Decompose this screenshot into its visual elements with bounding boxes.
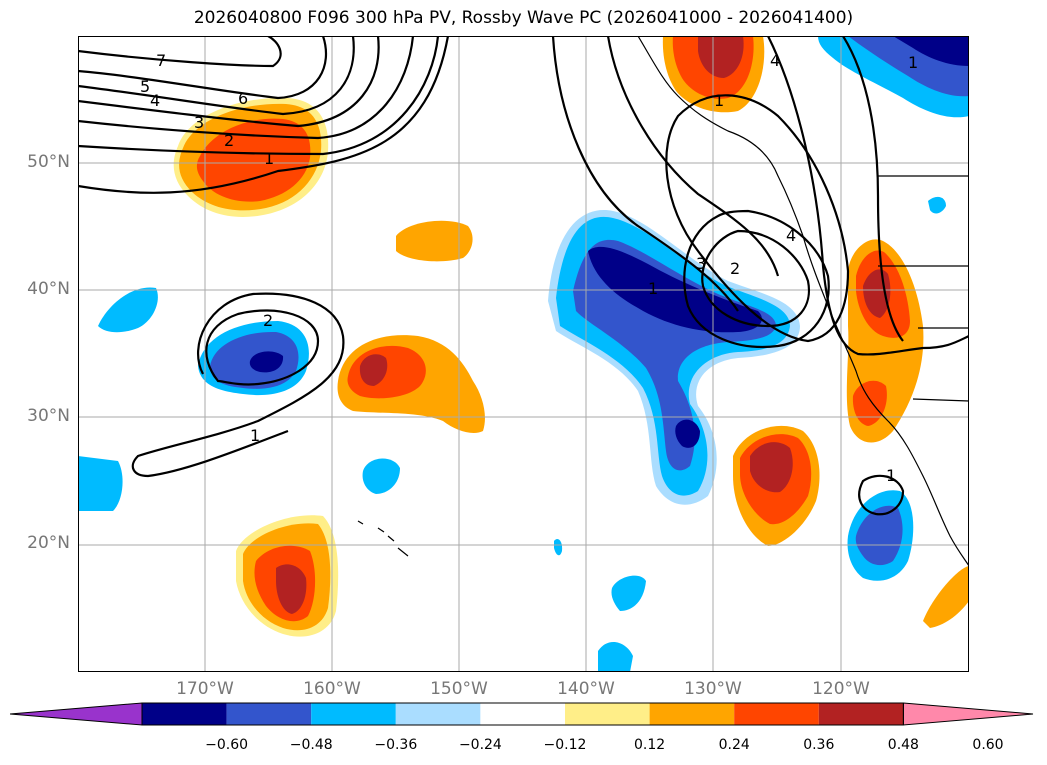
anomaly-blue-west bbox=[98, 287, 158, 333]
colorbar-extend-high bbox=[902, 702, 1034, 726]
map-border bbox=[78, 36, 969, 672]
colorbar-tick-label: −0.60 bbox=[205, 737, 249, 753]
contour-label: 6 bbox=[238, 89, 248, 108]
lon-label: 120°W bbox=[812, 679, 870, 699]
colorbar-segment bbox=[818, 703, 904, 725]
anomaly-blue-small-1 bbox=[611, 575, 646, 611]
contour-label: 1 bbox=[648, 279, 658, 298]
pv-contours bbox=[78, 36, 969, 516]
colorbar-segment bbox=[480, 703, 565, 725]
colorbar-segment bbox=[142, 703, 227, 725]
gridlines bbox=[78, 36, 969, 672]
colorbar-tick-label: −0.24 bbox=[458, 737, 502, 753]
colorbar-tick-label: 0.60 bbox=[972, 737, 1004, 753]
lat-label: 50°N bbox=[27, 152, 70, 172]
contour-label: 3 bbox=[194, 113, 204, 132]
contour-label: 4 bbox=[770, 51, 780, 70]
colorbar-tick-label: −0.12 bbox=[543, 737, 587, 753]
contour-label: 1 bbox=[886, 466, 896, 485]
contour-label: 7 bbox=[156, 51, 166, 70]
colorbar-segment bbox=[649, 703, 735, 725]
anomaly-sw-positive bbox=[236, 515, 339, 637]
anomaly-se-corner-positive bbox=[923, 566, 969, 628]
anomaly-blue-small-4 bbox=[928, 196, 946, 214]
contour-label: 5 bbox=[140, 77, 150, 96]
colorbar-segment bbox=[226, 703, 312, 725]
colorbar-segment bbox=[565, 703, 650, 725]
anomaly-california-positive bbox=[846, 239, 924, 443]
colorbar bbox=[10, 702, 1034, 726]
colorbar-tick-label: −0.48 bbox=[289, 737, 333, 753]
map-panel: 7 6 5 4 3 2 1 2 1 1 4 3 2 1 1 4 1 bbox=[78, 36, 969, 672]
colorbar-frame bbox=[141, 702, 904, 726]
lat-label: 30°N bbox=[27, 406, 70, 426]
colorbar-extend-low bbox=[10, 702, 143, 726]
contour-label: 4 bbox=[150, 91, 160, 110]
anomaly-ne-negative bbox=[818, 36, 969, 118]
anomaly-central-positive bbox=[337, 335, 485, 433]
colorbar-tick-label: 0.48 bbox=[887, 737, 919, 753]
contour-label: 2 bbox=[730, 259, 740, 278]
anomaly-ep-positive bbox=[733, 425, 820, 546]
contour-label-group: 7 6 5 4 3 2 1 2 1 1 4 3 2 1 1 4 1 bbox=[140, 51, 918, 485]
colorbar-tick-label: 0.12 bbox=[634, 737, 666, 753]
colorbar-tick-label: 0.24 bbox=[718, 737, 750, 753]
lon-label: 160°W bbox=[303, 679, 361, 699]
colorbar-tick-label: 0.36 bbox=[803, 737, 835, 753]
colorbar-segment bbox=[734, 703, 819, 725]
anomaly-orange-small bbox=[396, 220, 473, 262]
lon-label: 130°W bbox=[684, 679, 742, 699]
lon-label: 170°W bbox=[176, 679, 234, 699]
colorbar-tick-label: −0.36 bbox=[374, 737, 418, 753]
map-title: 2026040800 F096 300 hPa PV, Rossby Wave … bbox=[193, 8, 854, 28]
contour-label: 1 bbox=[264, 149, 274, 168]
lon-label: 150°W bbox=[430, 679, 488, 699]
anomaly-blue-small-3 bbox=[554, 539, 563, 556]
contour-label: 3 bbox=[696, 254, 706, 273]
lat-label: 20°N bbox=[27, 533, 70, 553]
anomaly-blue-left-edge bbox=[78, 456, 123, 511]
anomaly-central-negative bbox=[198, 321, 309, 396]
contour-label: 1 bbox=[908, 53, 918, 72]
anomaly-se-negative bbox=[847, 490, 914, 581]
contour-label: 4 bbox=[786, 226, 796, 245]
anomaly-blue-hawaii bbox=[362, 458, 400, 494]
contour-label: 1 bbox=[250, 426, 260, 445]
colorbar-segment bbox=[395, 703, 481, 725]
contour-label: 1 bbox=[714, 91, 724, 110]
lat-label: 40°N bbox=[27, 279, 70, 299]
lon-label: 140°W bbox=[557, 679, 615, 699]
anomaly-blue-small-2 bbox=[598, 641, 633, 672]
contour-label: 2 bbox=[263, 311, 273, 330]
contour-label: 2 bbox=[224, 131, 234, 150]
colorbar-segment bbox=[311, 703, 396, 725]
